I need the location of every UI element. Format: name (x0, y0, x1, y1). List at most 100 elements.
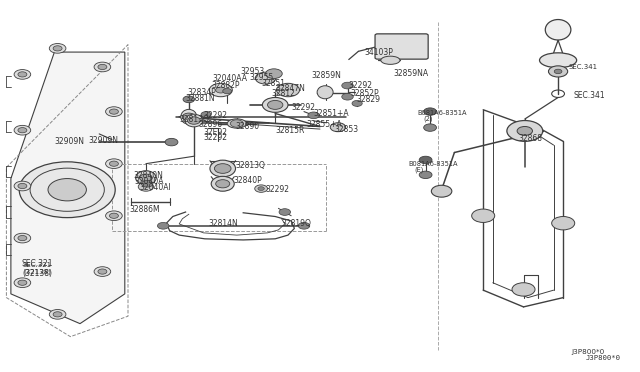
Circle shape (182, 113, 195, 121)
Circle shape (53, 46, 62, 51)
Text: 32859NA: 32859NA (393, 69, 428, 78)
Circle shape (266, 69, 282, 78)
Circle shape (98, 269, 107, 274)
Circle shape (342, 82, 353, 89)
Text: 32955: 32955 (250, 73, 274, 82)
Text: 32851: 32851 (261, 79, 285, 88)
Circle shape (209, 83, 232, 97)
Circle shape (298, 222, 310, 229)
Text: SEC.341: SEC.341 (568, 64, 598, 70)
Circle shape (138, 182, 154, 191)
Ellipse shape (381, 56, 400, 64)
Circle shape (342, 93, 353, 100)
Ellipse shape (136, 171, 156, 185)
Circle shape (157, 222, 169, 229)
Circle shape (279, 209, 291, 215)
Circle shape (258, 187, 264, 190)
Text: 32909N: 32909N (54, 137, 84, 146)
Circle shape (214, 164, 231, 173)
Circle shape (14, 125, 31, 135)
Circle shape (165, 138, 178, 146)
Text: 32909N: 32909N (88, 136, 118, 145)
Text: 32E92: 32E92 (204, 128, 228, 137)
Ellipse shape (227, 119, 246, 128)
Text: 32292: 32292 (204, 111, 228, 120)
Text: 32815R: 32815R (275, 126, 305, 135)
Text: 32851+A: 32851+A (314, 109, 349, 118)
Text: 32813Q: 32813Q (179, 115, 209, 124)
Circle shape (512, 283, 535, 296)
Text: 32834P: 32834P (188, 88, 216, 97)
Text: 32859N: 32859N (311, 71, 341, 80)
Ellipse shape (545, 19, 571, 40)
Text: 32847N: 32847N (275, 84, 305, 93)
Circle shape (48, 179, 86, 201)
Circle shape (109, 109, 118, 114)
Circle shape (419, 156, 432, 164)
Ellipse shape (317, 86, 333, 99)
Circle shape (109, 213, 118, 218)
Text: 32292: 32292 (204, 133, 228, 142)
Circle shape (18, 128, 27, 133)
Circle shape (424, 124, 436, 131)
Text: 32040A: 32040A (134, 177, 164, 186)
Text: 32292: 32292 (349, 81, 372, 90)
FancyBboxPatch shape (375, 34, 428, 59)
Circle shape (419, 171, 432, 179)
Circle shape (94, 62, 111, 72)
Circle shape (140, 174, 152, 182)
Ellipse shape (262, 97, 288, 112)
Circle shape (188, 117, 200, 124)
Circle shape (19, 162, 115, 218)
Circle shape (554, 69, 562, 74)
Text: 32896: 32896 (198, 120, 223, 129)
Circle shape (223, 89, 232, 94)
Text: 34103P: 34103P (365, 48, 394, 57)
Circle shape (330, 123, 346, 132)
Text: J3P800*0: J3P800*0 (572, 349, 605, 355)
Text: 32852P: 32852P (351, 89, 380, 98)
Circle shape (106, 107, 122, 116)
Text: 32890: 32890 (236, 122, 260, 131)
Text: 32292: 32292 (291, 103, 315, 112)
Circle shape (53, 312, 62, 317)
Ellipse shape (540, 53, 577, 68)
Circle shape (352, 100, 362, 106)
Circle shape (49, 310, 66, 319)
Circle shape (517, 126, 532, 135)
Text: J3P800*0: J3P800*0 (586, 355, 621, 361)
Ellipse shape (211, 176, 234, 191)
Ellipse shape (185, 114, 203, 127)
Circle shape (14, 278, 31, 288)
Text: 32040AA: 32040AA (212, 74, 248, 83)
Text: 32840P: 32840P (233, 176, 262, 185)
Text: SEC.321
(32138): SEC.321 (32138) (22, 262, 52, 275)
Circle shape (14, 70, 31, 79)
Circle shape (308, 112, 319, 119)
Circle shape (552, 217, 575, 230)
Circle shape (183, 96, 195, 103)
Circle shape (49, 44, 66, 53)
Circle shape (216, 180, 230, 188)
Circle shape (106, 159, 122, 169)
Circle shape (106, 211, 122, 221)
Text: (2): (2) (424, 115, 433, 122)
Circle shape (109, 161, 118, 166)
Polygon shape (11, 52, 125, 324)
Circle shape (216, 87, 226, 93)
Text: B081A6-8351A: B081A6-8351A (408, 161, 458, 167)
Circle shape (94, 267, 111, 276)
Circle shape (18, 183, 27, 189)
Text: 32855+A: 32855+A (306, 120, 342, 129)
Ellipse shape (180, 109, 197, 124)
Circle shape (472, 209, 495, 222)
Circle shape (18, 235, 27, 241)
Circle shape (268, 100, 283, 109)
Text: 32819Q: 32819Q (282, 219, 312, 228)
Circle shape (18, 72, 27, 77)
Text: 32840N: 32840N (133, 171, 163, 180)
Circle shape (276, 83, 300, 97)
Circle shape (14, 181, 31, 191)
Text: 32814N: 32814N (208, 219, 237, 228)
Text: 32882P: 32882P (211, 81, 240, 90)
